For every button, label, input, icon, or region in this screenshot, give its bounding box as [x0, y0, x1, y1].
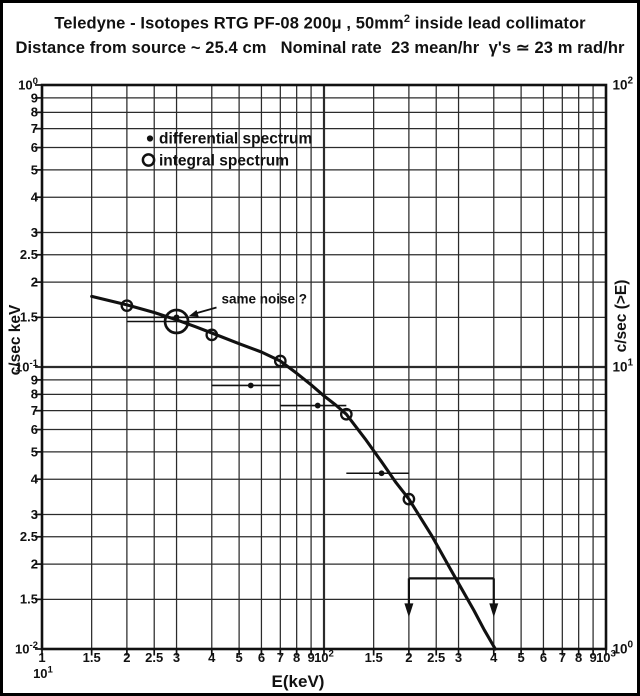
tick-label: 2.5 [145, 650, 163, 665]
tick-label: 2 [31, 557, 38, 572]
tick-label: 4 [31, 472, 39, 487]
tick-label: 9 [589, 650, 596, 665]
tick-label: 1.5 [20, 592, 38, 607]
tick-label: 101 [613, 358, 634, 375]
legend-circle-marker [141, 153, 156, 167]
tick-label: 9 [31, 90, 38, 105]
differential-point [378, 470, 385, 477]
tick-label: 8 [293, 650, 300, 665]
tick-label: 1.5 [365, 650, 383, 665]
differential-point [314, 402, 321, 409]
legend-dot-marker [146, 135, 154, 142]
tick-label: 10-2 [15, 640, 38, 656]
legend-differential-label: differential spectrum [159, 131, 312, 148]
plot-border [40, 83, 608, 651]
tick-label: 7 [277, 650, 284, 665]
tick-label: 1.5 [20, 310, 38, 325]
tick-label: 8 [31, 387, 38, 402]
annotation-arrow-line [196, 306, 217, 314]
integral-point [273, 354, 287, 368]
legend-integral-label: integral spectrum [159, 153, 289, 170]
tick-label: 3 [31, 507, 38, 522]
differential-point [247, 382, 254, 389]
chart-title-line-2: Distance from source ~ 25.4 cm Nominal r… [15, 39, 625, 57]
tick-label: 3 [455, 650, 462, 665]
tick-label: 6 [31, 140, 38, 155]
same-noise-annotation: same noise ? [189, 292, 307, 317]
chart-title-line-1: Teledyne - Isotopes RTG PF-08 200μ , 50m… [54, 13, 586, 33]
tick-label: 3 [31, 225, 38, 240]
x-axis-title: E(keV) [272, 672, 325, 691]
energy-error-bars [126, 316, 409, 475]
tick-label: 5 [235, 650, 242, 665]
tick-label: 4 [208, 650, 216, 665]
tick-label: 4 [490, 650, 498, 665]
tick-label: 6 [31, 422, 38, 437]
tick-label: 103 [596, 649, 616, 665]
tick-label: 6 [540, 650, 547, 665]
tick-label: 2.5 [20, 247, 38, 262]
tick-label: 102 [314, 649, 334, 665]
tick-label: 1 [38, 650, 45, 665]
y-axis-title-right: c/sec (>E) [613, 280, 630, 353]
tick-label: 9 [307, 650, 314, 665]
tick-label: 7 [559, 650, 566, 665]
tick-label: 5 [31, 162, 38, 177]
tick-label: 2 [31, 275, 38, 290]
range-bracket [404, 577, 499, 618]
tick-label: 100 [613, 640, 634, 657]
tick-label: 9 [31, 372, 38, 387]
bracket-right-arrow-head [489, 603, 499, 618]
tick-label: 2 [123, 650, 130, 665]
tick-label: 2.5 [427, 650, 445, 665]
integral-point [339, 407, 353, 421]
integral-point [120, 299, 134, 313]
tick-label: 101 [33, 665, 53, 681]
axis-tick-marks [35, 84, 607, 656]
tick-label: 8 [31, 105, 38, 120]
tick-label: 5 [517, 650, 524, 665]
tick-label: 4 [31, 190, 39, 205]
legend: differential spectrum integral spectrum [141, 131, 312, 170]
superscript-2: 2 [403, 13, 411, 25]
tick-label: 3 [173, 650, 180, 665]
tick-label: 6 [258, 650, 265, 665]
tick-label: 7 [31, 121, 38, 136]
tick-label: 8 [575, 650, 582, 665]
tick-label: 2 [405, 650, 412, 665]
tick-label: 5 [31, 444, 38, 459]
same-noise-text: same noise ? [222, 292, 308, 307]
differential-series [173, 314, 385, 477]
axis-titles: E(keV) c/sec keV c/sec (>E) [7, 280, 630, 691]
bracket-left-arrow-head [404, 603, 414, 618]
spectrum-curve [90, 294, 497, 651]
tick-label: 100 [18, 76, 38, 92]
y-axis-labels-right: 102 101 100 [613, 76, 634, 657]
tick-label: 1.5 [83, 650, 101, 665]
integral-point [402, 492, 416, 506]
integral-series [120, 299, 416, 506]
y-axis-title-left: c/sec keV [7, 304, 24, 375]
grid-lines [42, 85, 606, 649]
tick-label: 102 [613, 76, 634, 93]
integral-point-emphasized [163, 308, 190, 335]
integral-point [205, 328, 219, 342]
tick-label: 10-1 [15, 358, 39, 374]
tick-label: 2.5 [20, 529, 38, 544]
differential-point [173, 314, 180, 321]
annotation-arrow-head [189, 310, 199, 317]
tick-label: 7 [31, 403, 38, 418]
